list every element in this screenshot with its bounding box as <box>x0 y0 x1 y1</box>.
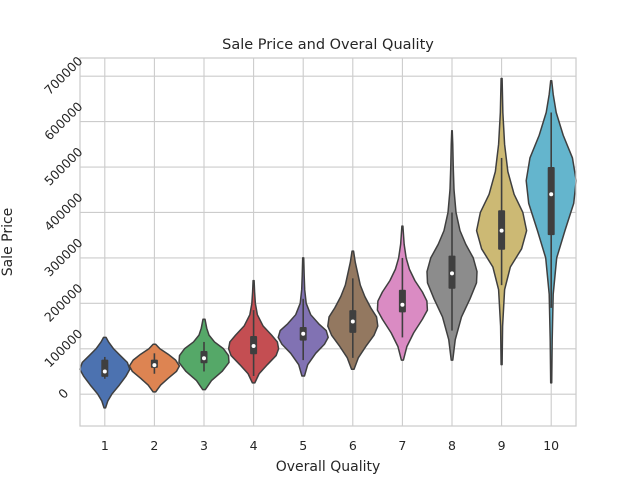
plot-frame <box>79 57 577 427</box>
x-tick-label: 2 <box>150 438 158 453</box>
x-tick-label: 9 <box>498 438 506 453</box>
axes-frame <box>79 57 577 427</box>
violin-10 <box>525 79 577 384</box>
x-tick-label: 8 <box>448 438 456 453</box>
violin-iqr-box <box>398 289 406 313</box>
violin-median-dot <box>350 319 355 324</box>
y-tick-label: 600000 <box>41 99 85 143</box>
violin-median-dot <box>152 363 157 368</box>
x-tick-label: 7 <box>398 438 406 453</box>
y-tick-label: 0 <box>55 385 71 401</box>
violin-4 <box>227 279 280 384</box>
violin-median-dot <box>549 192 554 197</box>
x-tick-label: 4 <box>250 438 258 453</box>
violin-5 <box>277 257 329 377</box>
y-tick-label: 300000 <box>41 235 85 279</box>
violin-iqr-box <box>101 359 109 377</box>
x-tick-label: 5 <box>299 438 307 453</box>
chart-title: Sale Price and Overal Quality <box>222 37 434 53</box>
y-tick-label: 400000 <box>41 190 85 234</box>
violin-1 <box>79 336 131 409</box>
violin-9 <box>475 77 528 366</box>
violin-8 <box>426 129 478 361</box>
y-tick-label: 200000 <box>41 280 85 324</box>
violin-7 <box>376 225 429 361</box>
violin-median-dot <box>400 302 405 307</box>
violin-3 <box>178 318 230 391</box>
violin-median-dot <box>301 331 306 336</box>
violin-median-dot <box>499 228 504 233</box>
violins <box>79 77 577 409</box>
y-axis-label: Sale Price <box>0 208 16 277</box>
x-tick-label: 1 <box>101 438 109 453</box>
x-tick-labels: 1 2 3 4 5 6 7 8 9 10 <box>101 438 559 453</box>
violin-median-dot <box>450 271 454 276</box>
y-tick-label: 700000 <box>41 53 85 97</box>
y-tick-label: 500000 <box>41 144 85 188</box>
x-tick-label: 10 <box>543 438 559 453</box>
violin-2 <box>128 343 181 393</box>
y-tick-labels: 0 100000200000300000400000500000600000700… <box>41 53 85 401</box>
violin-iqr-box <box>547 167 555 236</box>
violin-median-dot <box>251 344 256 349</box>
violin-6 <box>327 250 379 370</box>
x-axis-label: Overall Quality <box>276 459 381 475</box>
x-tick-label: 6 <box>349 438 357 453</box>
y-tick-label: 100000 <box>41 326 85 370</box>
violin-median-dot <box>102 369 107 374</box>
x-tick-label: 3 <box>200 438 208 453</box>
violin-median-dot <box>202 356 206 361</box>
